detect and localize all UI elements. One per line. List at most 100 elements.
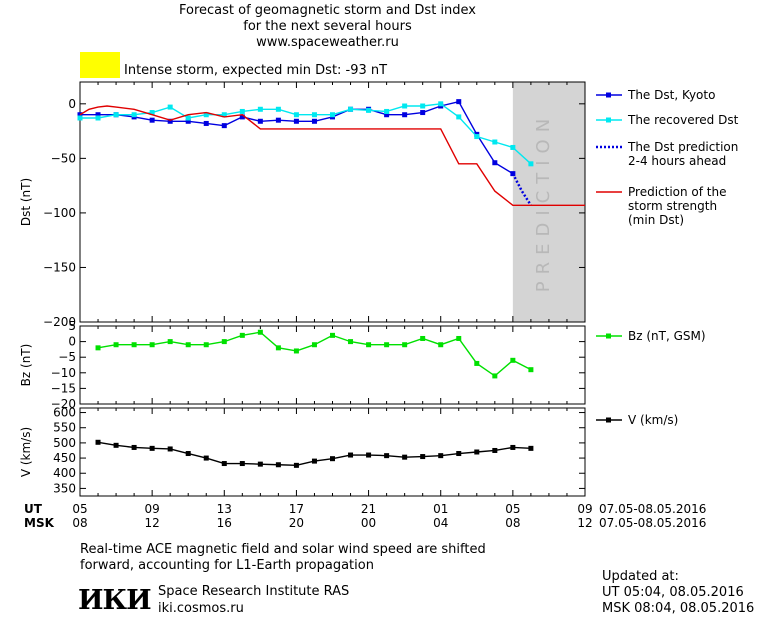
y-tick-label: −15 <box>51 381 76 395</box>
y-tick-label: 500 <box>53 436 76 450</box>
legend-marker <box>606 92 611 98</box>
data-point <box>95 439 101 445</box>
data-point <box>293 462 299 468</box>
data-point <box>492 447 498 453</box>
data-point <box>275 462 281 468</box>
msk-date-range: 07.05-08.05.2016 <box>599 516 706 530</box>
legend-marker <box>606 333 611 339</box>
data-point <box>510 444 516 450</box>
data-point <box>456 114 462 120</box>
data-point <box>420 335 426 341</box>
data-point <box>528 161 534 167</box>
data-point <box>402 103 408 109</box>
ut-tick-label: 13 <box>217 502 232 516</box>
data-point <box>149 342 155 348</box>
data-point <box>384 108 390 114</box>
data-point <box>510 357 516 363</box>
y-tick-label: 550 <box>53 421 76 435</box>
data-point <box>528 367 534 373</box>
ut-tick-label: 21 <box>361 502 376 516</box>
data-point <box>257 118 263 124</box>
data-point <box>384 342 390 348</box>
data-point <box>113 442 119 448</box>
data-point <box>456 335 462 341</box>
data-point <box>438 342 444 348</box>
ut-tick-label: 05 <box>505 502 520 516</box>
data-point <box>203 120 209 126</box>
institute-link[interactable]: iki.cosmos.ru <box>158 601 244 616</box>
data-point <box>420 454 426 460</box>
data-point <box>221 461 227 467</box>
y-tick-label: −150 <box>43 260 76 274</box>
y-tick-label: −20 <box>51 397 76 411</box>
y-tick-label: −100 <box>43 206 76 220</box>
data-point <box>257 106 263 112</box>
data-point <box>402 112 408 118</box>
data-point <box>456 99 462 105</box>
y-tick-label: −10 <box>51 366 76 380</box>
updated-ut: UT 05:04, 08.05.2016 <box>602 585 744 600</box>
data-point <box>311 342 317 348</box>
data-point <box>203 342 209 348</box>
updated-label: Updated at: <box>602 569 679 584</box>
data-point <box>167 339 173 345</box>
data-point <box>77 115 83 121</box>
data-point <box>293 118 299 124</box>
msk-axis-label: MSK <box>24 516 55 530</box>
data-point <box>311 458 317 464</box>
data-point <box>438 453 444 459</box>
data-point <box>474 360 480 366</box>
chart-title-line-2: for the next several hours <box>243 19 412 34</box>
data-point <box>185 342 191 348</box>
y-tick-label: −5 <box>58 350 76 364</box>
chart-title-line-1: Forecast of geomagnetic storm and Dst in… <box>178 3 477 18</box>
data-point <box>239 114 245 120</box>
data-point <box>221 123 227 129</box>
data-point <box>384 453 390 459</box>
ut-tick-label: 09 <box>577 502 592 516</box>
legend-label: (min Dst) <box>628 213 684 227</box>
y-tick-label: −50 <box>51 151 76 165</box>
updated-msk: MSK 08:04, 08.05.2016 <box>602 601 755 616</box>
y-tick-label: 0 <box>68 97 76 111</box>
legend-label: The Dst, Kyoto <box>627 88 715 102</box>
y-tick-label: 350 <box>53 481 76 495</box>
data-point <box>492 373 498 379</box>
msk-tick-label: 12 <box>145 516 160 530</box>
data-point <box>492 139 498 145</box>
storm-level-swatch <box>80 52 120 78</box>
y-tick-label: 400 <box>53 466 76 480</box>
ut-date-range: 07.05-08.05.2016 <box>599 502 706 516</box>
data-point <box>456 451 462 457</box>
data-point <box>113 112 119 118</box>
data-point <box>474 134 480 140</box>
legend-label: The recovered Dst <box>627 113 739 127</box>
data-point <box>510 144 516 150</box>
data-point <box>239 461 245 467</box>
ut-tick-label: 05 <box>72 502 87 516</box>
data-point <box>348 339 354 345</box>
msk-tick-label: 12 <box>577 516 592 530</box>
series-line <box>79 105 585 206</box>
data-point <box>492 160 498 166</box>
data-point <box>239 332 245 338</box>
data-point <box>330 332 335 338</box>
y-tick-label: 0 <box>68 335 76 349</box>
prediction-label: PREDICTION <box>533 112 554 292</box>
data-point <box>131 112 137 118</box>
data-point <box>311 112 317 118</box>
y-tick-label: 5 <box>68 319 76 333</box>
y-tick-label: 600 <box>53 406 76 420</box>
y-axis-label: V (km/s) <box>19 427 33 477</box>
legend-marker <box>606 117 611 123</box>
data-point <box>384 112 390 118</box>
data-point <box>293 112 299 118</box>
data-point <box>167 118 173 124</box>
data-point <box>366 452 372 458</box>
data-point <box>95 112 101 118</box>
data-point <box>348 106 354 112</box>
msk-tick-label: 16 <box>217 516 232 530</box>
storm-status-text: Intense storm, expected min Dst: -93 nT <box>124 63 388 78</box>
data-point <box>257 461 263 467</box>
